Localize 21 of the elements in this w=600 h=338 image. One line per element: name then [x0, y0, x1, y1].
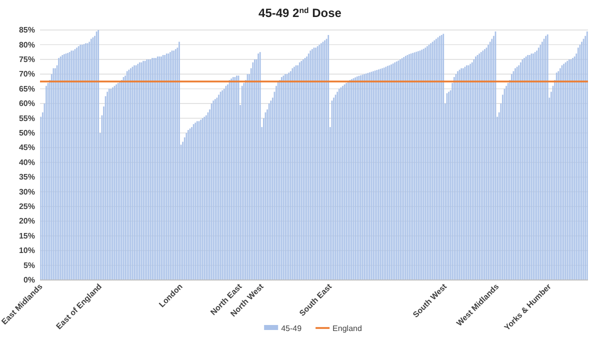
legend-label: 45-49 — [281, 324, 302, 333]
y-tick-label: 65% — [18, 84, 35, 94]
y-tick-label: 70% — [18, 70, 35, 79]
y-tick-label: 40% — [18, 158, 35, 167]
y-tick-label: 50% — [18, 128, 35, 138]
y-tick-label: 55% — [18, 114, 35, 123]
y-tick-label: 10% — [18, 246, 35, 256]
y-tick-label: 15% — [18, 231, 35, 240]
y-tick-label: 45% — [18, 143, 35, 152]
chart-title: 45-49 2$^{nd}$ Dose — [258, 6, 342, 20]
legend-label: England — [332, 324, 362, 333]
y-tick-label: 85% — [18, 26, 35, 35]
y-tick-label: 80% — [18, 40, 35, 50]
y-tick-label: 0% — [23, 276, 35, 285]
y-tick-label: 60% — [18, 99, 35, 108]
y-tick-label: 30% — [18, 187, 35, 196]
y-tick-label: 25% — [18, 202, 35, 212]
y-tick-label: 20% — [18, 216, 35, 226]
y-tick-label: 35% — [18, 172, 35, 182]
y-tick-label: 5% — [23, 260, 35, 270]
y-tick-label: 75% — [18, 54, 35, 64]
